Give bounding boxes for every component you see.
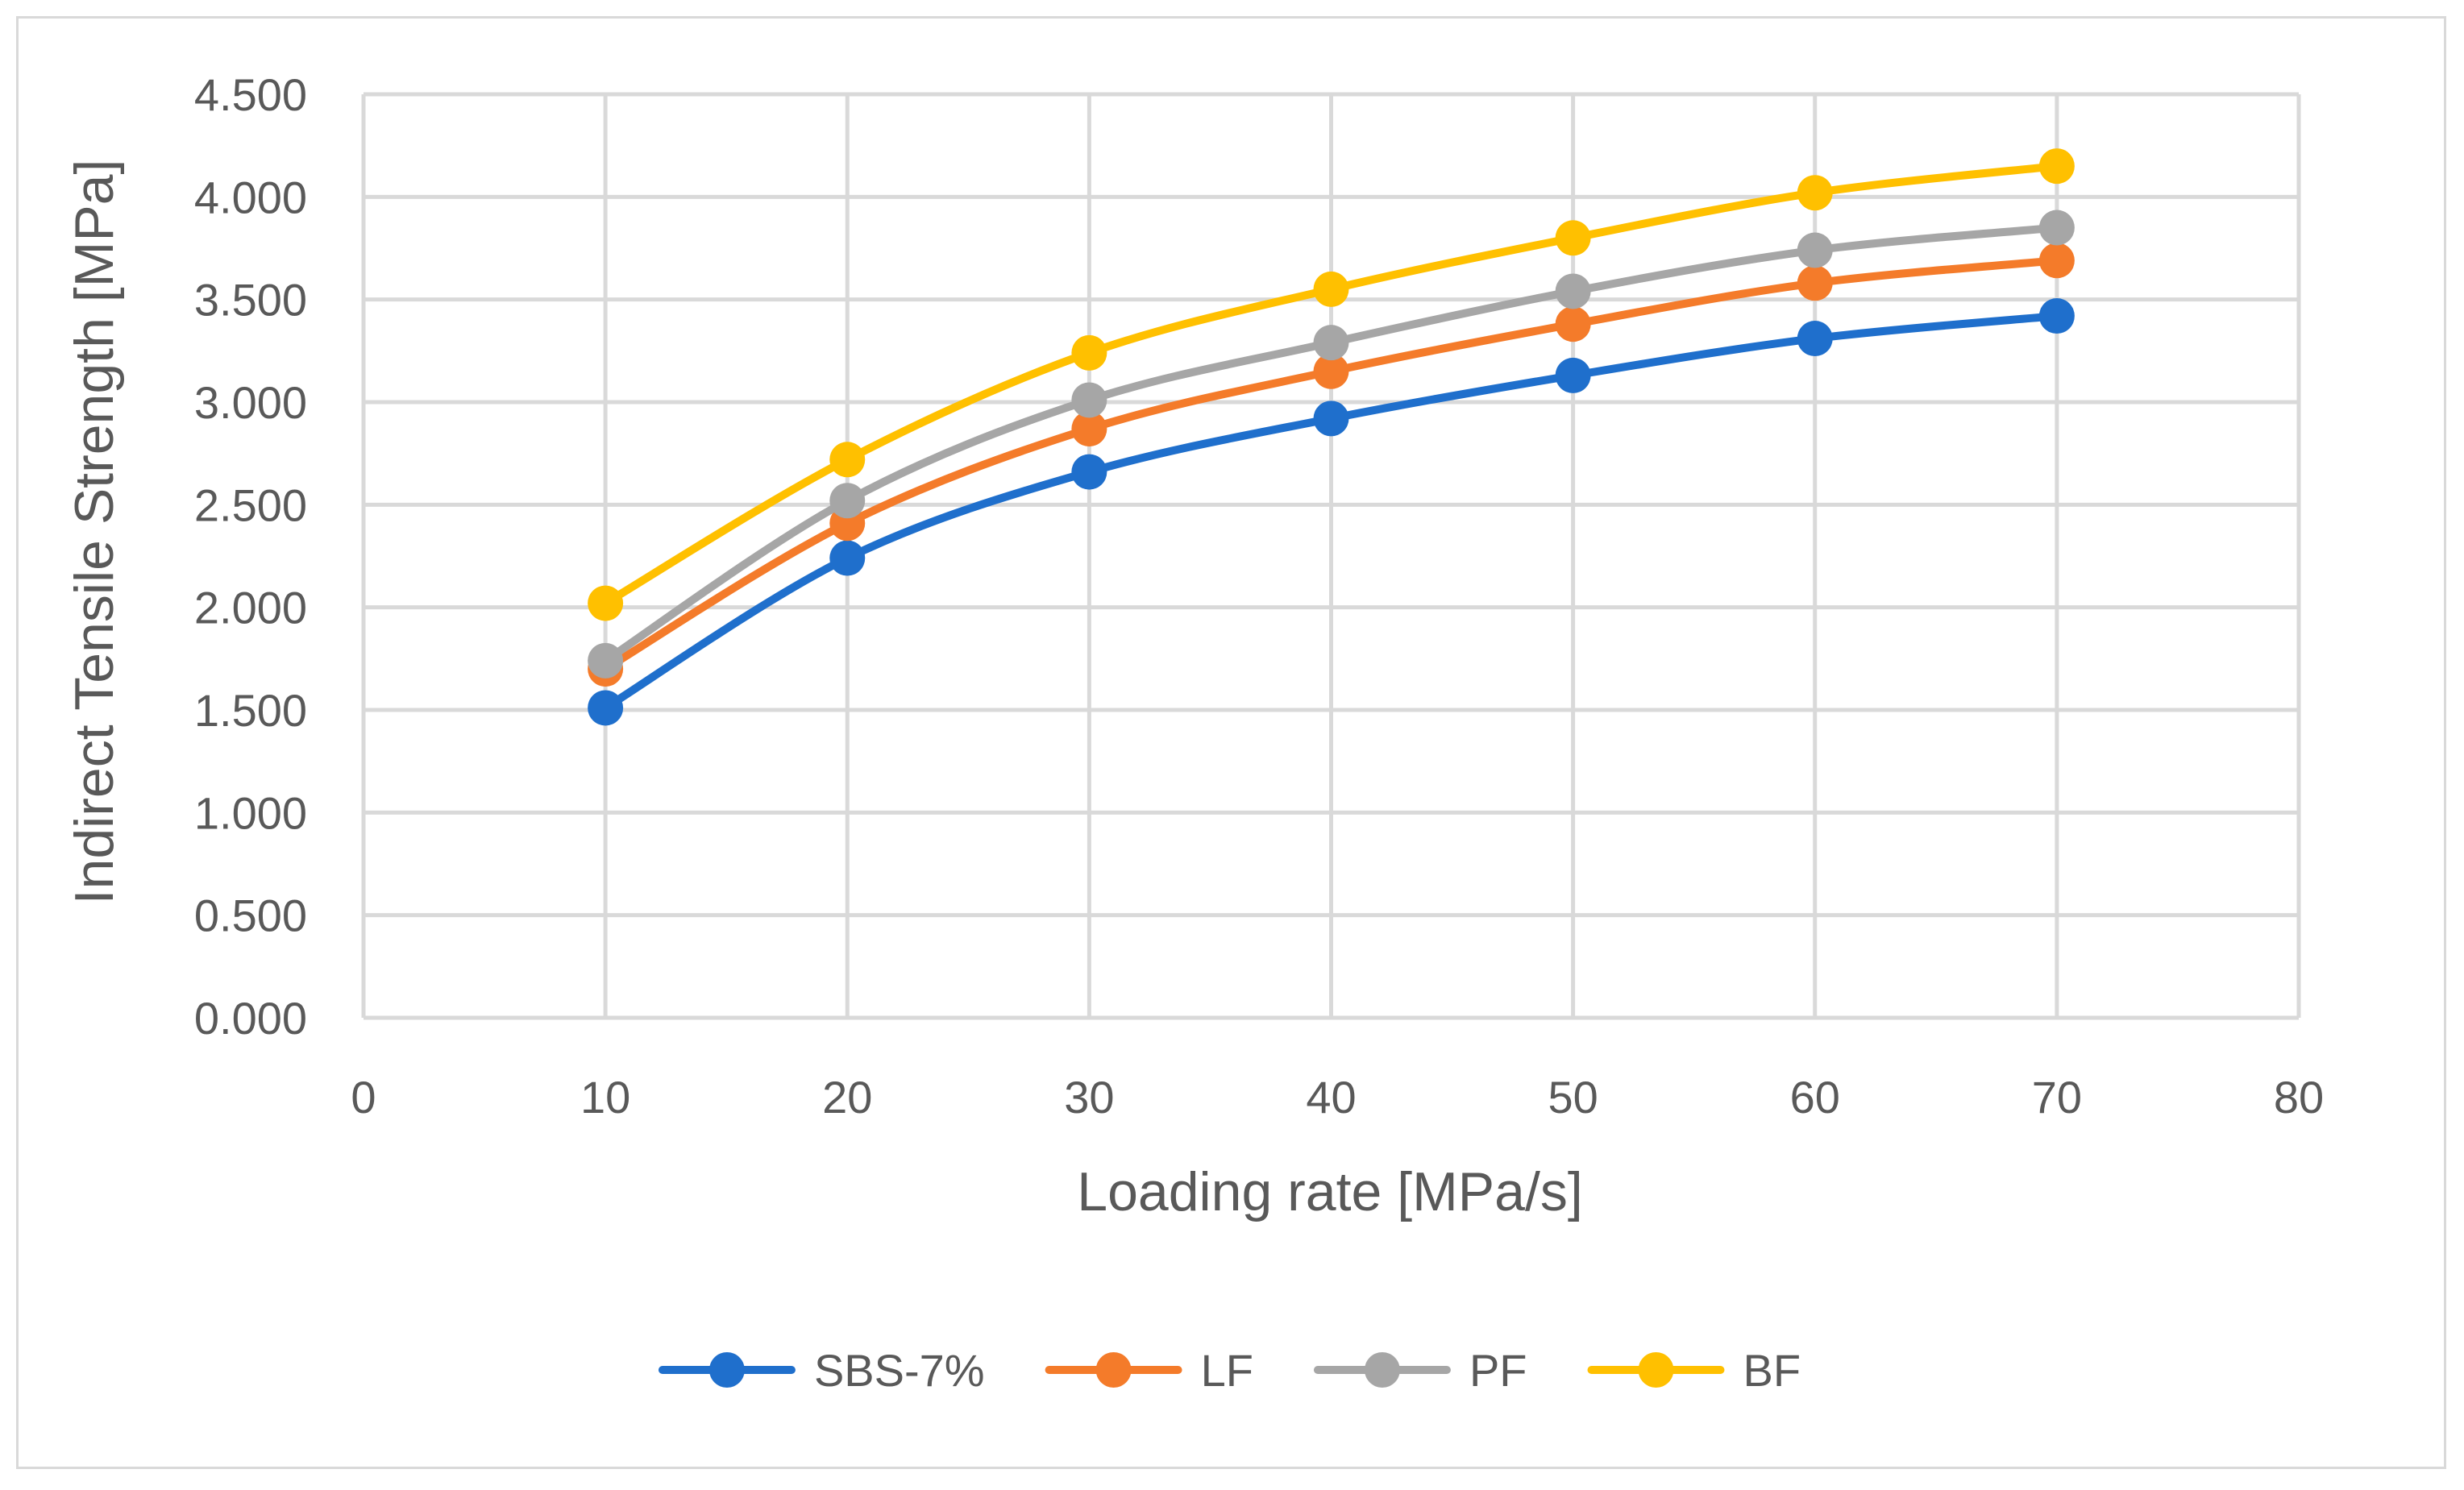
data-point	[1797, 265, 1833, 301]
y-tick-label: 1.000	[194, 787, 307, 838]
data-point	[588, 690, 624, 726]
y-tick-label: 4.000	[194, 172, 307, 222]
y-tick-label: 0.500	[194, 890, 307, 941]
legend-item-bf: BF	[1587, 1345, 1801, 1396]
series-pf	[588, 210, 2075, 679]
data-point	[1555, 306, 1591, 342]
data-point	[1797, 232, 1833, 268]
y-tick-label: 3.000	[194, 377, 307, 428]
legend-label: BF	[1743, 1345, 1801, 1396]
data-point	[829, 483, 866, 519]
legend-item-pf: PF	[1313, 1345, 1527, 1396]
x-tick-label: 0	[351, 1072, 376, 1123]
data-point	[1555, 220, 1591, 256]
data-point	[1313, 353, 1349, 389]
data-point	[588, 585, 624, 621]
legend-label: LF	[1201, 1345, 1253, 1396]
x-tick-label: 40	[1306, 1072, 1356, 1123]
x-tick-label: 50	[1548, 1072, 1598, 1123]
data-point	[2038, 298, 2075, 334]
legend-swatch-marker	[708, 1352, 745, 1388]
y-axis-ticks: 0.000 0.500 1.000 1.500 2.000 2.500 3.000 3.500…	[194, 69, 307, 1044]
data-point	[829, 442, 866, 478]
y-tick-label: 4.500	[194, 69, 307, 120]
data-point	[829, 540, 866, 576]
data-point	[2038, 243, 2075, 279]
data-point	[1555, 357, 1591, 393]
x-tick-label: 80	[2274, 1072, 2324, 1123]
data-point	[1071, 382, 1107, 418]
data-point	[1797, 175, 1833, 211]
y-tick-label: 2.000	[194, 583, 307, 633]
x-tick-label: 20	[822, 1072, 872, 1123]
legend-label: PF	[1469, 1345, 1527, 1396]
legend-item-sbs-7: SBS-7%	[658, 1345, 985, 1396]
y-tick-label: 1.500	[194, 685, 307, 736]
x-tick-label: 30	[1064, 1072, 1114, 1123]
x-tick-label: 60	[1790, 1072, 1840, 1123]
data-point	[1313, 401, 1349, 437]
data-point	[1071, 411, 1107, 447]
x-axis-title: Loading rate [MPa/s]	[1077, 1161, 1582, 1222]
legend-swatch-marker	[1095, 1352, 1132, 1388]
legend: SBS-7% LF PF BF	[658, 1345, 1801, 1396]
legend-label: SBS-7%	[814, 1345, 985, 1396]
gridlines	[361, 92, 2301, 1020]
data-point	[1797, 321, 1833, 357]
x-axis-ticks: 0 10 20 30 40 50 60 70 80	[351, 1072, 2324, 1123]
data-point	[2038, 210, 2075, 246]
legend-swatch-marker	[1638, 1352, 1674, 1388]
data-point	[588, 642, 624, 679]
y-axis-title: Indirect Tensile Strength [MPa]	[64, 160, 125, 905]
series-sbs-7	[588, 298, 2075, 726]
legend-item-lf: LF	[1045, 1345, 1253, 1396]
data-point	[1071, 334, 1107, 371]
y-tick-label: 3.500	[194, 275, 307, 326]
data-point	[1313, 325, 1349, 361]
data-point	[2038, 148, 2075, 185]
y-tick-label: 2.500	[194, 479, 307, 530]
series-bf	[588, 148, 2075, 621]
x-tick-label: 70	[2032, 1072, 2082, 1123]
data-point	[1555, 273, 1591, 309]
x-tick-label: 10	[580, 1072, 630, 1123]
legend-swatch-marker	[1364, 1352, 1400, 1388]
series-layer	[588, 148, 2075, 726]
y-tick-label: 0.000	[194, 993, 307, 1044]
data-point	[1313, 271, 1349, 307]
data-point	[1071, 454, 1107, 490]
